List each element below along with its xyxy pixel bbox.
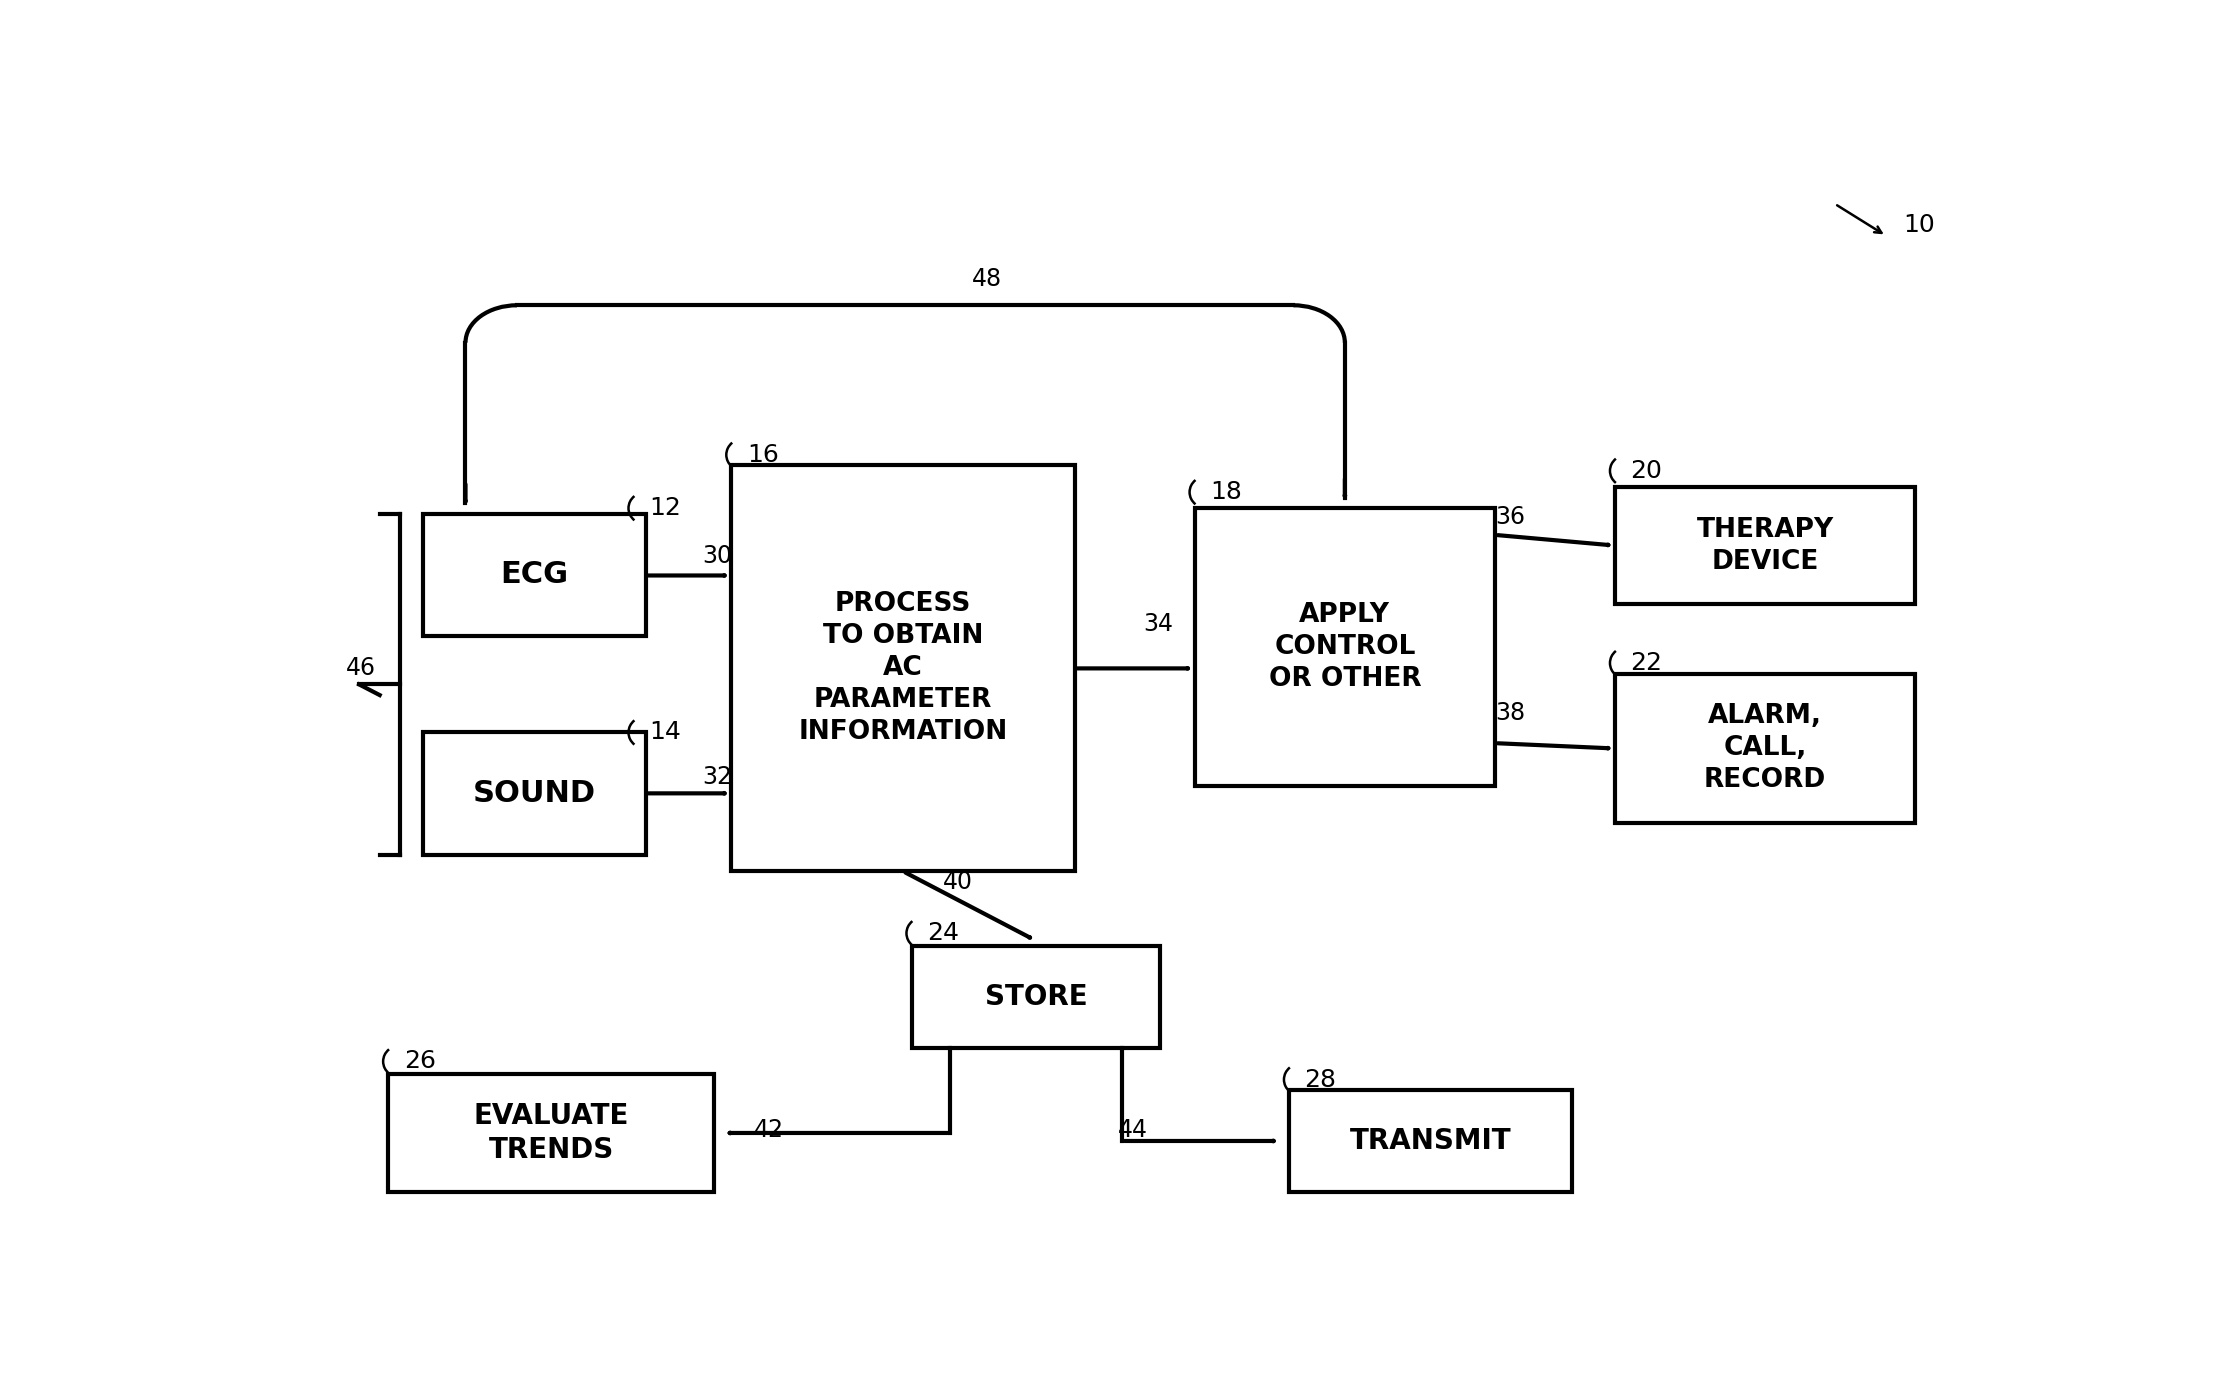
FancyBboxPatch shape xyxy=(1616,674,1915,824)
Text: 26: 26 xyxy=(403,1050,436,1074)
Text: 42: 42 xyxy=(753,1118,784,1142)
FancyBboxPatch shape xyxy=(912,946,1160,1047)
Text: 18: 18 xyxy=(1211,480,1242,505)
Text: 16: 16 xyxy=(746,442,779,467)
Text: 34: 34 xyxy=(1142,612,1173,635)
Text: ECG: ECG xyxy=(500,560,569,589)
Text: 24: 24 xyxy=(928,921,959,946)
Text: SOUND: SOUND xyxy=(472,779,596,809)
Text: 40: 40 xyxy=(943,870,972,895)
Text: TRANSMIT: TRANSMIT xyxy=(1351,1128,1512,1155)
Text: 28: 28 xyxy=(1304,1068,1337,1092)
Text: ALARM,
CALL,
RECORD: ALARM, CALL, RECORD xyxy=(1705,703,1827,793)
FancyBboxPatch shape xyxy=(1196,508,1494,786)
FancyBboxPatch shape xyxy=(1289,1090,1572,1191)
Text: 46: 46 xyxy=(345,656,376,681)
Text: 38: 38 xyxy=(1494,702,1525,725)
Text: THERAPY
DEVICE: THERAPY DEVICE xyxy=(1696,516,1833,574)
FancyBboxPatch shape xyxy=(423,513,646,637)
Text: 44: 44 xyxy=(1118,1118,1147,1142)
FancyBboxPatch shape xyxy=(731,466,1074,871)
Text: STORE: STORE xyxy=(985,983,1087,1011)
Text: 36: 36 xyxy=(1494,505,1525,528)
Text: 10: 10 xyxy=(1904,214,1935,237)
Text: 20: 20 xyxy=(1630,459,1663,483)
Text: 12: 12 xyxy=(649,497,682,520)
Text: EVALUATE
TRENDS: EVALUATE TRENDS xyxy=(474,1101,629,1164)
FancyBboxPatch shape xyxy=(423,732,646,856)
FancyBboxPatch shape xyxy=(1616,487,1915,605)
Text: 48: 48 xyxy=(972,266,1001,291)
Text: 14: 14 xyxy=(649,720,682,745)
Text: PROCESS
TO OBTAIN
AC
PARAMETER
INFORMATION: PROCESS TO OBTAIN AC PARAMETER INFORMATI… xyxy=(799,591,1007,745)
FancyBboxPatch shape xyxy=(387,1074,715,1191)
Text: APPLY
CONTROL
OR OTHER: APPLY CONTROL OR OTHER xyxy=(1269,602,1421,692)
Text: 22: 22 xyxy=(1630,651,1663,675)
Text: 30: 30 xyxy=(702,544,733,569)
Text: 32: 32 xyxy=(702,766,733,789)
